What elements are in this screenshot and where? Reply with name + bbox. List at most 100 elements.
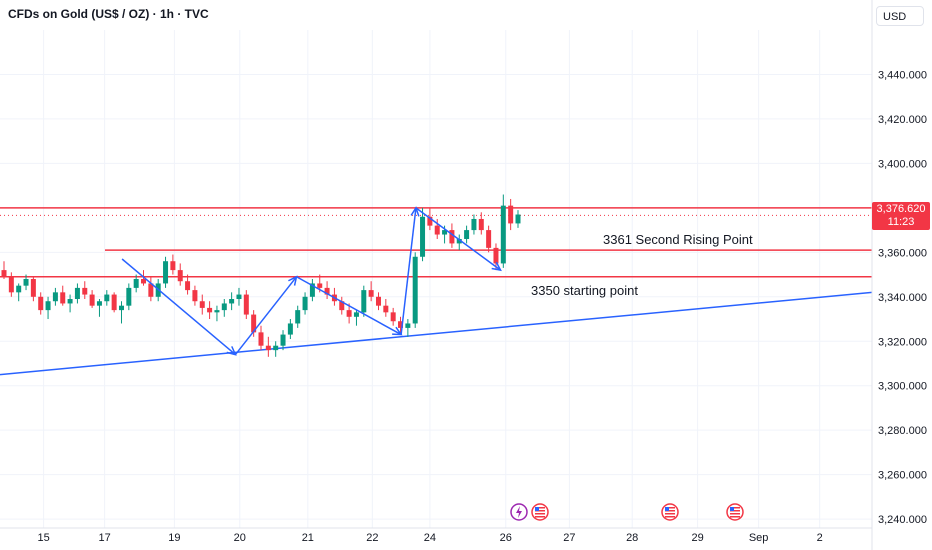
candle bbox=[118, 301, 124, 324]
candle-body bbox=[295, 310, 301, 324]
x-tick-label: 17 bbox=[99, 532, 111, 544]
candle bbox=[500, 194, 506, 268]
candle-body bbox=[361, 290, 367, 313]
support-trendline bbox=[0, 291, 873, 376]
y-tick-label: 3,280.000 bbox=[878, 425, 927, 437]
candle bbox=[1, 261, 7, 279]
candle-body bbox=[375, 296, 381, 306]
candle bbox=[353, 310, 359, 326]
candle bbox=[280, 330, 286, 351]
candle bbox=[243, 290, 249, 320]
candle-body bbox=[412, 256, 418, 324]
x-tick-label: 28 bbox=[626, 532, 638, 544]
candle bbox=[52, 287, 58, 306]
candle-body bbox=[8, 276, 14, 293]
lightning-glyph bbox=[516, 506, 522, 518]
candle-body bbox=[442, 230, 448, 235]
candle-body bbox=[243, 294, 249, 315]
candle bbox=[346, 303, 352, 324]
candle-body bbox=[500, 205, 506, 264]
candle-body bbox=[148, 283, 154, 297]
candle bbox=[67, 294, 73, 313]
candle-body bbox=[177, 270, 183, 282]
us-flag-event-icon[interactable] bbox=[661, 503, 679, 521]
candle-body bbox=[464, 230, 470, 239]
x-tick-label: 2 bbox=[817, 532, 823, 544]
candle-body bbox=[23, 279, 29, 286]
zigzag-segment bbox=[296, 276, 402, 336]
candle bbox=[177, 263, 183, 286]
candle-body bbox=[434, 225, 440, 235]
candle bbox=[361, 285, 367, 317]
flag-circle bbox=[661, 503, 679, 521]
y-tick-label: 3,440.000 bbox=[878, 69, 927, 81]
candle-body bbox=[104, 294, 110, 302]
candle bbox=[456, 234, 462, 251]
zigzag-segment bbox=[234, 276, 298, 356]
zigzag-segment bbox=[121, 258, 236, 356]
candle-body bbox=[346, 310, 352, 317]
candle-body bbox=[383, 305, 389, 313]
us-flag-event-icon[interactable] bbox=[531, 503, 549, 521]
candle bbox=[111, 292, 117, 313]
flag-stripe bbox=[665, 507, 675, 509]
gridlines bbox=[0, 30, 872, 528]
candle bbox=[471, 214, 477, 235]
candle bbox=[23, 274, 29, 291]
x-tick-label: 24 bbox=[424, 532, 436, 544]
candle-body bbox=[251, 314, 257, 333]
last-price-value: 3,376.620 bbox=[876, 203, 926, 215]
candle-body bbox=[258, 332, 264, 346]
candle bbox=[30, 276, 36, 302]
y-tick-label: 3,340.000 bbox=[878, 292, 927, 304]
candle-body bbox=[221, 303, 227, 311]
annotation-second-rising-point: 3361 Second Rising Point bbox=[603, 232, 753, 247]
candle-body bbox=[96, 301, 102, 306]
y-tick-label: 3,360.000 bbox=[878, 247, 927, 259]
arrow-head bbox=[410, 206, 420, 217]
us-flag-event-icon[interactable] bbox=[726, 503, 744, 521]
candle bbox=[60, 285, 66, 306]
candle-body bbox=[192, 290, 198, 302]
y-tick-label: 3,400.000 bbox=[878, 158, 927, 170]
candle bbox=[133, 274, 139, 293]
candle bbox=[375, 292, 381, 311]
candle-body bbox=[133, 279, 139, 288]
candle-body bbox=[493, 247, 499, 264]
x-tick-label: 22 bbox=[366, 532, 378, 544]
candle bbox=[207, 301, 213, 320]
candle-body bbox=[207, 307, 213, 313]
candle-body bbox=[420, 216, 426, 257]
flag-canton bbox=[535, 507, 539, 511]
x-tick-label: Sep bbox=[749, 532, 769, 544]
candle bbox=[74, 283, 80, 304]
candle bbox=[89, 290, 95, 308]
y-tick-label: 3,320.000 bbox=[878, 336, 927, 348]
candle-body bbox=[515, 214, 521, 224]
candle-body bbox=[456, 238, 462, 244]
candle-body bbox=[353, 312, 359, 317]
candle-body bbox=[405, 323, 411, 328]
candle bbox=[295, 305, 301, 328]
candle-body bbox=[60, 292, 66, 304]
candle-body bbox=[317, 283, 323, 288]
candle bbox=[185, 274, 191, 295]
currency-button[interactable]: USD bbox=[876, 6, 924, 26]
candle bbox=[486, 225, 492, 253]
candle-body bbox=[82, 287, 88, 295]
candle bbox=[405, 319, 411, 337]
candle bbox=[508, 198, 514, 231]
candle-body bbox=[16, 285, 22, 293]
candle bbox=[148, 276, 154, 302]
candle bbox=[390, 307, 396, 326]
lightning-event-icon[interactable] bbox=[510, 503, 528, 521]
candle-body bbox=[170, 261, 176, 271]
candle bbox=[192, 285, 198, 306]
candle bbox=[170, 254, 176, 275]
candle bbox=[412, 252, 418, 328]
annotations: 3361 Second Rising Point 3350 starting po… bbox=[531, 232, 753, 298]
y-tick-label: 3,420.000 bbox=[878, 114, 927, 126]
candle bbox=[324, 281, 330, 300]
